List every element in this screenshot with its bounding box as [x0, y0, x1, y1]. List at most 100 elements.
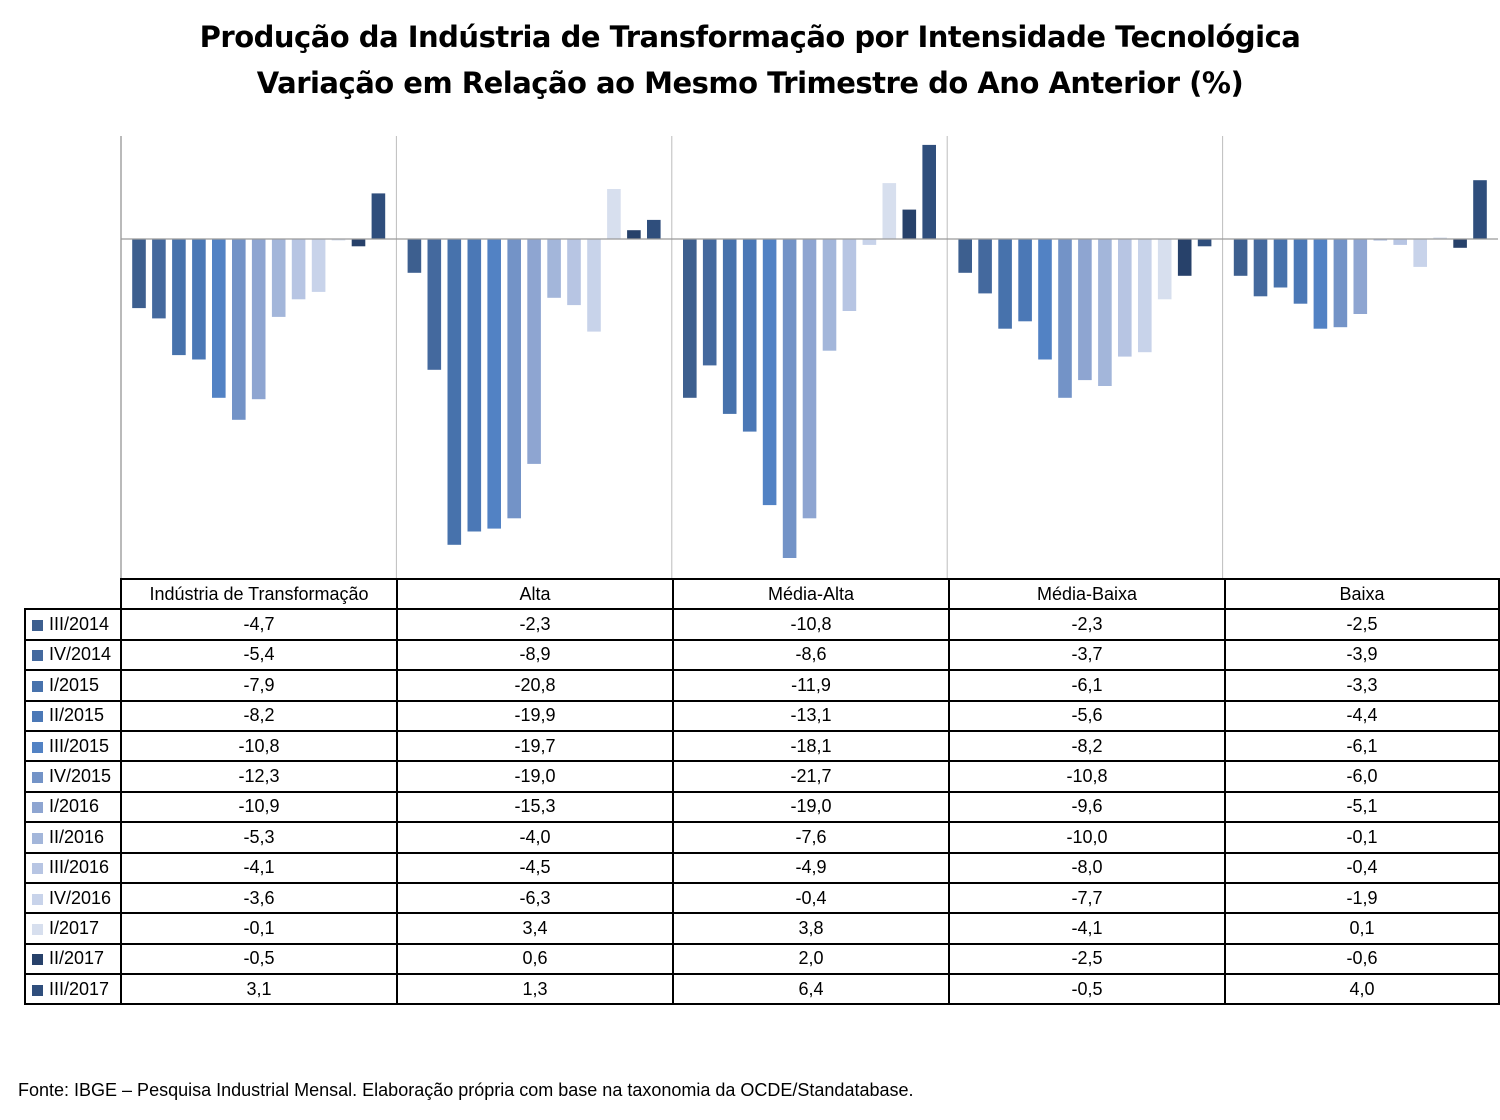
legend-entry: I/2015: [24, 669, 122, 702]
table-cell: -7,9: [120, 669, 398, 702]
table-cell: -2,3: [948, 608, 1226, 641]
table-cell: -5,3: [120, 821, 398, 854]
bar: [1453, 239, 1467, 248]
table-cell: -4,0: [396, 821, 674, 854]
chart-title: Produção da Indústria de Transformação p…: [199, 20, 1301, 54]
legend-entry: III/2014: [24, 608, 122, 641]
table-cell: -10,8: [672, 608, 950, 641]
legend-swatch: [32, 650, 43, 662]
table-row: II/2017 -0,5 0,6 2,0 -2,5 -0,6: [24, 942, 1500, 976]
table-cell: -2,5: [1224, 608, 1500, 641]
column-header: Baixa: [1224, 577, 1500, 611]
table-cell: -19,7: [396, 729, 674, 763]
bar: [958, 239, 972, 273]
legend-swatch: [32, 741, 43, 753]
bar: [1078, 239, 1092, 381]
bar: [1253, 239, 1268, 297]
bar: [802, 239, 817, 519]
table-cell: -4,9: [672, 851, 950, 884]
table-cell: -8,0: [948, 851, 1226, 884]
bar: [427, 239, 442, 370]
table-cell: 0,1: [1224, 912, 1500, 945]
table-cell: -0,4: [1224, 851, 1500, 884]
table-cell: -0,1: [1224, 821, 1500, 854]
legend-swatch: [32, 832, 43, 844]
table-row: I/2017 -0,1 3,4 3,8 -4,1 0,1: [24, 912, 1500, 945]
table-row: I/2016 -10,9 -15,3 -19,0 -9,6 -5,1: [24, 790, 1500, 824]
bar: [627, 230, 641, 239]
bar: [742, 239, 757, 432]
legend-swatch: [32, 893, 43, 905]
table-cell: 0,6: [396, 942, 674, 976]
bar: [702, 239, 717, 366]
bar: [311, 239, 326, 292]
legend-entry: IV/2015: [24, 760, 122, 793]
table-cell: -4,7: [120, 608, 398, 641]
bar: [762, 239, 777, 506]
bar: [1157, 239, 1172, 300]
table-cell: 3,8: [672, 912, 950, 945]
bar: [291, 239, 306, 300]
legend-swatch: [32, 863, 43, 875]
table-cell: -8,6: [672, 638, 950, 672]
bar: [1353, 239, 1368, 314]
table-cell: 1,3: [396, 973, 674, 1006]
legend-swatch: [32, 954, 43, 966]
legend-swatch: [32, 772, 43, 784]
bar: [351, 239, 366, 247]
table-cell: -20,8: [396, 669, 674, 702]
bar: [842, 239, 857, 311]
legend-swatch: [32, 923, 43, 935]
column-header: Média-Baixa: [948, 577, 1226, 611]
legend-entry: IV/2016: [24, 881, 122, 915]
bar: [607, 189, 621, 239]
table-cell: -3,6: [120, 881, 398, 915]
legend-swatch: [32, 680, 43, 692]
bar: [1433, 237, 1447, 239]
legend-label: IV/2016: [49, 887, 112, 908]
table-cell: -4,1: [120, 851, 398, 884]
bar: [1373, 239, 1388, 241]
bar: [1333, 239, 1348, 328]
legend-swatch: [32, 711, 43, 723]
table-cell: -6,1: [1224, 729, 1500, 763]
table-row: II/2016 -5,3 -4,0 -7,6 -10,0 -0,1: [24, 821, 1500, 854]
bar: [232, 239, 246, 420]
table-cell: 3,1: [120, 973, 398, 1006]
table-cell: -4,1: [948, 912, 1226, 945]
table-cell: -10,8: [948, 760, 1226, 793]
bar: [1473, 180, 1487, 239]
legend-label: III/2014: [49, 614, 110, 635]
legend-swatch: [32, 984, 43, 996]
bar: [647, 219, 661, 239]
bar: [1233, 239, 1248, 276]
table-cell: -13,1: [672, 699, 950, 732]
bar: [922, 144, 936, 239]
table-cell: -12,3: [120, 760, 398, 793]
bar: [172, 239, 186, 356]
table-cell: -6,0: [1224, 760, 1500, 793]
bar: [447, 239, 462, 545]
bar: [902, 209, 917, 239]
table-cell: -8,2: [120, 699, 398, 732]
bar: [487, 239, 501, 529]
table-cell: -4,5: [396, 851, 674, 884]
bar: [567, 239, 581, 306]
table-row: II/2015 -8,2 -19,9 -13,1 -5,6 -4,4: [24, 699, 1500, 732]
table-cell: -0,5: [120, 942, 398, 976]
bar: [1138, 239, 1152, 353]
data-table: Indústria de Transformação Alta Média-Al…: [24, 577, 1500, 1006]
source-note: Fonte: IBGE – Pesquisa Industrial Mensal…: [18, 1080, 914, 1100]
bar: [722, 239, 737, 414]
bar: [251, 239, 266, 400]
table-cell: -0,5: [948, 973, 1226, 1006]
bar: [1273, 239, 1288, 288]
column-header: Indústria de Transformação: [120, 577, 398, 611]
table-cell: -10,0: [948, 821, 1226, 854]
table-cell: 3,4: [396, 912, 674, 945]
bar: [152, 239, 166, 319]
table-row: III/2015 -10,8 -19,7 -18,1 -8,2 -6,1: [24, 729, 1500, 763]
legend-entry: IV/2014: [24, 638, 122, 672]
table-row: I/2015 -7,9 -20,8 -11,9 -6,1 -3,3: [24, 669, 1500, 702]
legend-label: IV/2015: [49, 766, 112, 787]
